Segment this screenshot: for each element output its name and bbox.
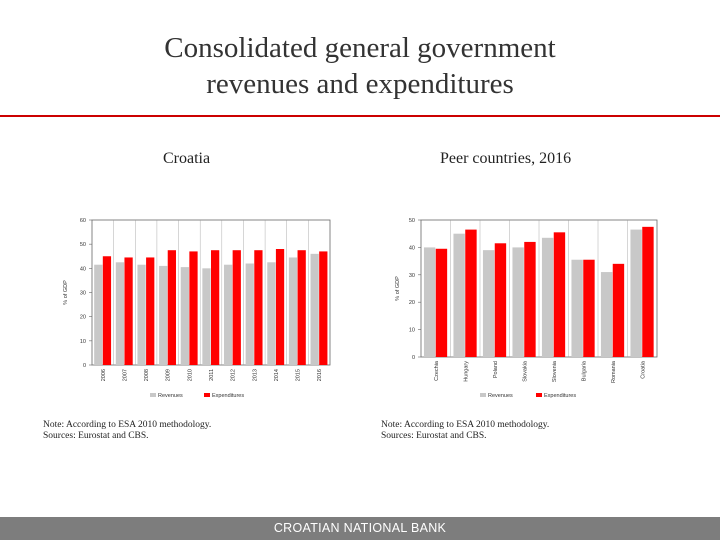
legend-swatch-revenues: [150, 393, 156, 397]
y-tick-label: 50: [409, 218, 415, 224]
left-chart-subtitle: Croatia: [163, 150, 211, 167]
legend-label: Expenditures: [544, 393, 576, 399]
y-axis-label: % of GDP: [395, 276, 401, 301]
revenue-bar: [600, 272, 613, 357]
right-note-sources: Sources: Eurostat and CBS.: [381, 431, 487, 441]
y-axis-label: % of GDP: [63, 280, 69, 305]
x-tick-label: Hungary: [463, 361, 469, 382]
y-tick-label: 30: [80, 291, 86, 297]
legend-swatch-expenditures: [204, 393, 210, 397]
x-tick-label: Croatia: [640, 360, 646, 379]
expenditure-bar: [275, 249, 285, 365]
x-tick-label: 2008: [144, 369, 150, 381]
left-note: Note: According to ESA 2010 methodology.…: [43, 420, 211, 442]
y-tick-label: 10: [409, 328, 415, 334]
x-tick-label: Bulgaria: [581, 360, 587, 381]
y-tick-label: 50: [80, 242, 86, 248]
expenditure-bar: [642, 226, 654, 357]
expenditure-bar: [124, 257, 133, 365]
y-tick-label: 30: [409, 273, 415, 279]
revenue-bar: [94, 264, 103, 365]
expenditure-bar: [435, 248, 448, 357]
slide-title-line-2: revenues and expenditures: [206, 68, 514, 100]
expenditure-bar: [254, 250, 263, 365]
slide-title-line-1: Consolidated general government: [164, 32, 556, 64]
legend-label: Revenues: [488, 393, 513, 399]
y-tick-label: 20: [409, 300, 415, 306]
right-chart-subtitle: Peer countries, 2016: [440, 150, 572, 167]
expenditure-bar: [167, 250, 176, 365]
revenue-bar: [571, 259, 583, 357]
right-note: Note: According to ESA 2010 methodology.…: [381, 420, 549, 442]
expenditure-bar: [612, 263, 625, 357]
expenditure-bar: [232, 250, 241, 365]
y-tick-label: 10: [80, 339, 86, 345]
x-tick-label: 2009: [166, 369, 172, 381]
y-tick-label: 40: [409, 245, 415, 251]
x-tick-label: 2012: [231, 369, 237, 381]
revenue-bar: [453, 233, 465, 357]
revenue-bar: [267, 262, 276, 365]
expenditure-bar: [297, 250, 306, 365]
revenue-bar: [245, 263, 254, 365]
revenue-bar: [423, 247, 436, 357]
footer-bar: CROATIAN NATIONAL BANK: [0, 517, 720, 540]
revenue-bar: [223, 264, 233, 365]
expenditure-bar: [494, 243, 507, 357]
revenue-bar: [482, 250, 495, 357]
footer-label: CROATIAN NATIONAL BANK: [273, 521, 447, 535]
legend-label: Expenditures: [212, 393, 244, 399]
title-divider: [0, 115, 720, 117]
x-tick-label: Poland: [493, 361, 499, 378]
y-tick-label: 0: [83, 363, 86, 369]
revenue-bar: [137, 264, 146, 365]
x-tick-label: Czechia: [434, 360, 440, 381]
x-tick-label: 2016: [317, 369, 323, 381]
revenue-bar: [512, 247, 524, 357]
revenue-bar: [115, 262, 125, 365]
x-tick-label: 2010: [187, 369, 193, 381]
x-tick-label: 2006: [101, 369, 107, 381]
y-tick-label: 20: [80, 315, 86, 321]
expenditure-bar: [189, 251, 198, 365]
expenditure-bar: [465, 229, 477, 357]
x-tick-label: 2007: [122, 369, 128, 381]
revenue-bar: [541, 237, 554, 357]
revenue-bar: [180, 267, 189, 365]
revenue-bar: [630, 229, 642, 357]
x-tick-label: 2014: [274, 369, 280, 381]
revenue-bar: [310, 253, 319, 365]
croatia-chart: 0 10 20 30 40 50 60 % of GDP 2006 2007 2008 2009 201…: [63, 218, 331, 399]
expenditure-bar: [211, 250, 220, 365]
y-tick-label: 40: [80, 266, 86, 272]
left-note-sources: Sources: Eurostat and CBS.: [43, 431, 149, 441]
legend-swatch-expenditures: [536, 393, 542, 397]
expenditure-bar: [102, 256, 112, 365]
x-tick-label: Slovakia: [522, 360, 528, 382]
slide-title: Consolidated general government revenues…: [0, 30, 720, 102]
x-tick-label: 2011: [209, 369, 215, 381]
legend-label: Revenues: [158, 393, 183, 399]
revenue-bar: [159, 265, 168, 365]
revenue-bar: [202, 268, 211, 365]
expenditure-bar: [553, 232, 566, 357]
x-tick-label: Slovenia: [552, 360, 558, 382]
legend-swatch-revenues: [480, 393, 486, 397]
x-tick-label: 2015: [296, 369, 302, 381]
left-note-methodology: Note: According to ESA 2010 methodology.: [43, 420, 212, 430]
y-tick-label: 0: [412, 355, 415, 361]
right-note-methodology: Note: According to ESA 2010 methodology.: [381, 420, 550, 430]
expenditure-bar: [583, 259, 595, 357]
revenue-bar: [288, 257, 298, 365]
y-tick-label: 60: [80, 218, 86, 224]
expenditure-bar: [146, 257, 155, 365]
peer-countries-chart: 0 10 20 30 40 50 % of GDP Czechia Hungary Poland S…: [395, 218, 658, 399]
expenditure-bar: [319, 251, 328, 365]
expenditure-bar: [524, 241, 536, 357]
x-tick-label: Romania: [611, 360, 617, 383]
x-tick-label: 2013: [252, 369, 258, 381]
